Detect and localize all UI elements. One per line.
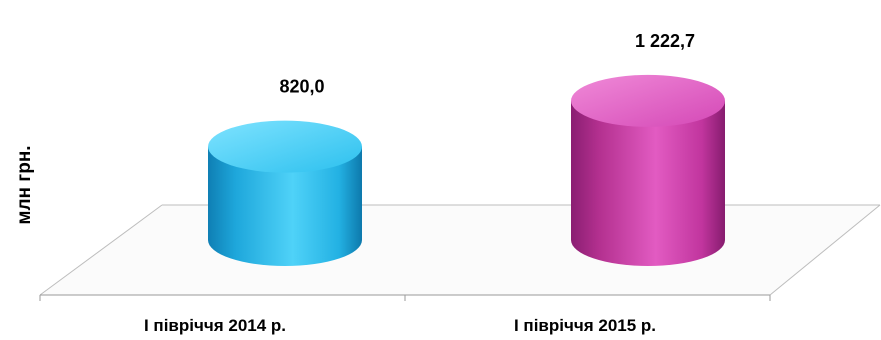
bar-top bbox=[208, 120, 362, 173]
data-label: 1 222,7 bbox=[635, 31, 695, 51]
bar-1 bbox=[208, 120, 362, 266]
y-axis-label: млн грн. bbox=[14, 145, 35, 224]
bar-top bbox=[571, 74, 725, 127]
chart-floor bbox=[39, 204, 881, 301]
labels-group: 820,0 І півріччя 2014 р. 1 222,7 І півріччя… bbox=[144, 31, 695, 335]
bar-body bbox=[571, 100, 725, 266]
data-label: 820,0 bbox=[279, 77, 324, 97]
bar-body bbox=[208, 146, 362, 266]
category-label: І півріччя 2015 р. bbox=[514, 316, 656, 335]
bars-group bbox=[208, 74, 725, 266]
bar-2 bbox=[571, 74, 725, 266]
category-label: І півріччя 2014 р. bbox=[144, 316, 286, 335]
